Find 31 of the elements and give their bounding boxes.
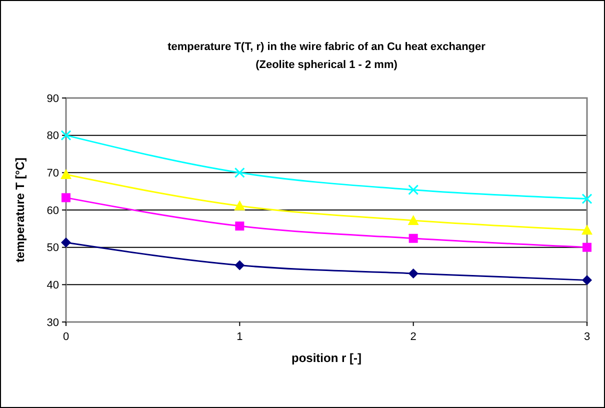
x-tick-label: 1	[236, 331, 243, 343]
x-tick-label: 0	[62, 331, 70, 343]
point	[408, 268, 418, 278]
point	[582, 275, 592, 286]
y-axis-title: temperature T [°C]	[13, 158, 27, 262]
point	[408, 184, 419, 196]
y-tick-label: 30	[46, 316, 59, 329]
point	[234, 260, 245, 270]
chart-title: temperature T(T, r) in the wire fabric of an Cu heat exchanger	[168, 41, 486, 53]
point	[234, 167, 245, 178]
chart-subtitle: (Zeolite spherical 1 - 2 mm)	[256, 59, 398, 71]
y-tick-label: 80	[46, 130, 59, 142]
point	[582, 194, 592, 204]
y-tick-label: 90	[46, 92, 59, 105]
point	[582, 242, 592, 252]
point	[235, 222, 244, 231]
point	[60, 130, 72, 141]
point	[60, 169, 72, 180]
point	[582, 224, 592, 235]
y-tick-label: 40	[46, 280, 59, 292]
point	[62, 193, 70, 202]
x-tick-label: 3	[584, 331, 590, 343]
x-tick-label: 2	[410, 331, 416, 343]
point	[408, 234, 418, 243]
x-axis-title: position r [-]	[292, 351, 362, 365]
y-tick-label: 60	[46, 204, 59, 217]
point	[408, 214, 419, 225]
y-tick-label: 50	[46, 242, 59, 254]
point	[61, 237, 71, 248]
point	[234, 200, 246, 210]
y-tick-label: 70	[46, 168, 59, 180]
